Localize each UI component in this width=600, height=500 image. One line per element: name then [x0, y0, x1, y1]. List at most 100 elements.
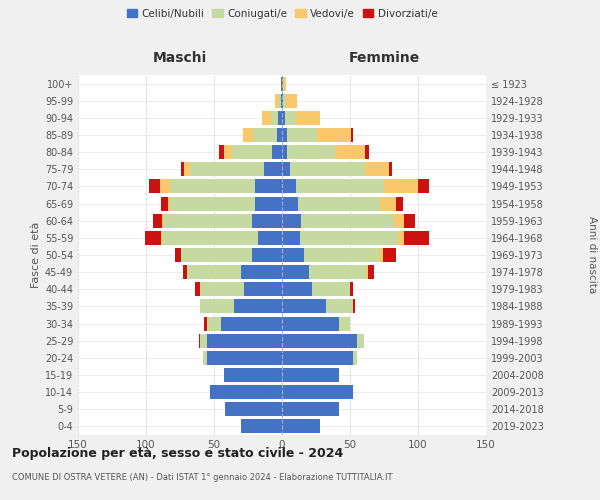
Bar: [163, 231, 257, 245]
Bar: [380, 196, 396, 210]
Y-axis label: Fasce di età: Fasce di età: [31, 222, 41, 288]
Text: Femmine: Femmine: [349, 51, 419, 65]
Bar: [379, 248, 383, 262]
Bar: [298, 196, 380, 210]
Bar: [384, 180, 418, 194]
Bar: [368, 265, 374, 279]
Bar: [210, 385, 282, 399]
Bar: [282, 180, 296, 194]
Bar: [282, 231, 299, 245]
Bar: [257, 231, 282, 245]
Bar: [181, 162, 184, 176]
Bar: [282, 128, 287, 142]
Bar: [199, 334, 200, 347]
Bar: [287, 128, 317, 142]
Bar: [190, 162, 265, 176]
Bar: [242, 128, 253, 142]
Bar: [170, 180, 255, 194]
Bar: [272, 145, 282, 159]
Bar: [153, 214, 163, 228]
Bar: [241, 265, 282, 279]
Bar: [221, 316, 282, 330]
Bar: [161, 196, 168, 210]
Bar: [286, 94, 297, 108]
Bar: [282, 351, 353, 365]
Bar: [357, 334, 364, 347]
Bar: [200, 300, 235, 314]
Bar: [365, 162, 389, 176]
Bar: [282, 94, 283, 108]
Bar: [301, 214, 394, 228]
Bar: [281, 94, 282, 108]
Bar: [404, 214, 415, 228]
Bar: [389, 162, 392, 176]
Bar: [181, 248, 252, 262]
Bar: [418, 180, 429, 194]
Bar: [255, 180, 282, 194]
Bar: [244, 282, 282, 296]
Bar: [282, 265, 309, 279]
Bar: [184, 162, 190, 176]
Bar: [367, 265, 368, 279]
Bar: [317, 128, 352, 142]
Bar: [163, 214, 164, 228]
Bar: [350, 282, 353, 296]
Bar: [290, 162, 365, 176]
Bar: [312, 282, 350, 296]
Text: Popolazione per età, sesso e stato civile - 2024: Popolazione per età, sesso e stato civil…: [12, 448, 343, 460]
Bar: [265, 162, 282, 176]
Text: COMUNE DI OSTRA VETERE (AN) - Dati ISTAT 1° gennaio 2024 - Elaborazione TUTTITAL: COMUNE DI OSTRA VETERE (AN) - Dati ISTAT…: [12, 472, 392, 482]
Bar: [235, 300, 282, 314]
Bar: [282, 282, 312, 296]
Bar: [282, 368, 339, 382]
Bar: [309, 265, 367, 279]
Bar: [161, 231, 163, 245]
Bar: [282, 76, 283, 90]
Bar: [353, 300, 355, 314]
Bar: [205, 316, 207, 330]
Bar: [282, 111, 285, 125]
Bar: [232, 145, 272, 159]
Bar: [207, 351, 282, 365]
Bar: [175, 248, 181, 262]
Bar: [224, 145, 232, 159]
Bar: [224, 368, 282, 382]
Bar: [339, 316, 350, 330]
Bar: [383, 248, 396, 262]
Bar: [396, 196, 403, 210]
Bar: [394, 214, 404, 228]
Bar: [285, 111, 296, 125]
Bar: [365, 145, 369, 159]
Bar: [187, 265, 241, 279]
Bar: [200, 334, 207, 347]
Bar: [252, 214, 282, 228]
Bar: [252, 248, 282, 262]
Bar: [282, 196, 298, 210]
Bar: [183, 265, 187, 279]
Text: Maschi: Maschi: [153, 51, 207, 65]
Bar: [282, 300, 326, 314]
Bar: [335, 145, 365, 159]
Bar: [149, 180, 160, 194]
Bar: [145, 231, 161, 245]
Bar: [282, 145, 287, 159]
Bar: [164, 214, 252, 228]
Bar: [404, 231, 429, 245]
Bar: [200, 282, 244, 296]
Bar: [398, 231, 404, 245]
Bar: [283, 94, 286, 108]
Bar: [207, 334, 282, 347]
Bar: [283, 76, 286, 90]
Bar: [278, 111, 282, 125]
Bar: [282, 316, 339, 330]
Bar: [352, 128, 353, 142]
Bar: [296, 180, 384, 194]
Bar: [281, 76, 282, 90]
Bar: [255, 196, 282, 210]
Bar: [353, 351, 357, 365]
Bar: [207, 316, 221, 330]
Bar: [241, 420, 282, 434]
Legend: Celibi/Nubili, Coniugati/e, Vedovi/e, Divorziati/e: Celibi/Nubili, Coniugati/e, Vedovi/e, Di…: [122, 4, 442, 23]
Bar: [203, 351, 207, 365]
Bar: [299, 231, 398, 245]
